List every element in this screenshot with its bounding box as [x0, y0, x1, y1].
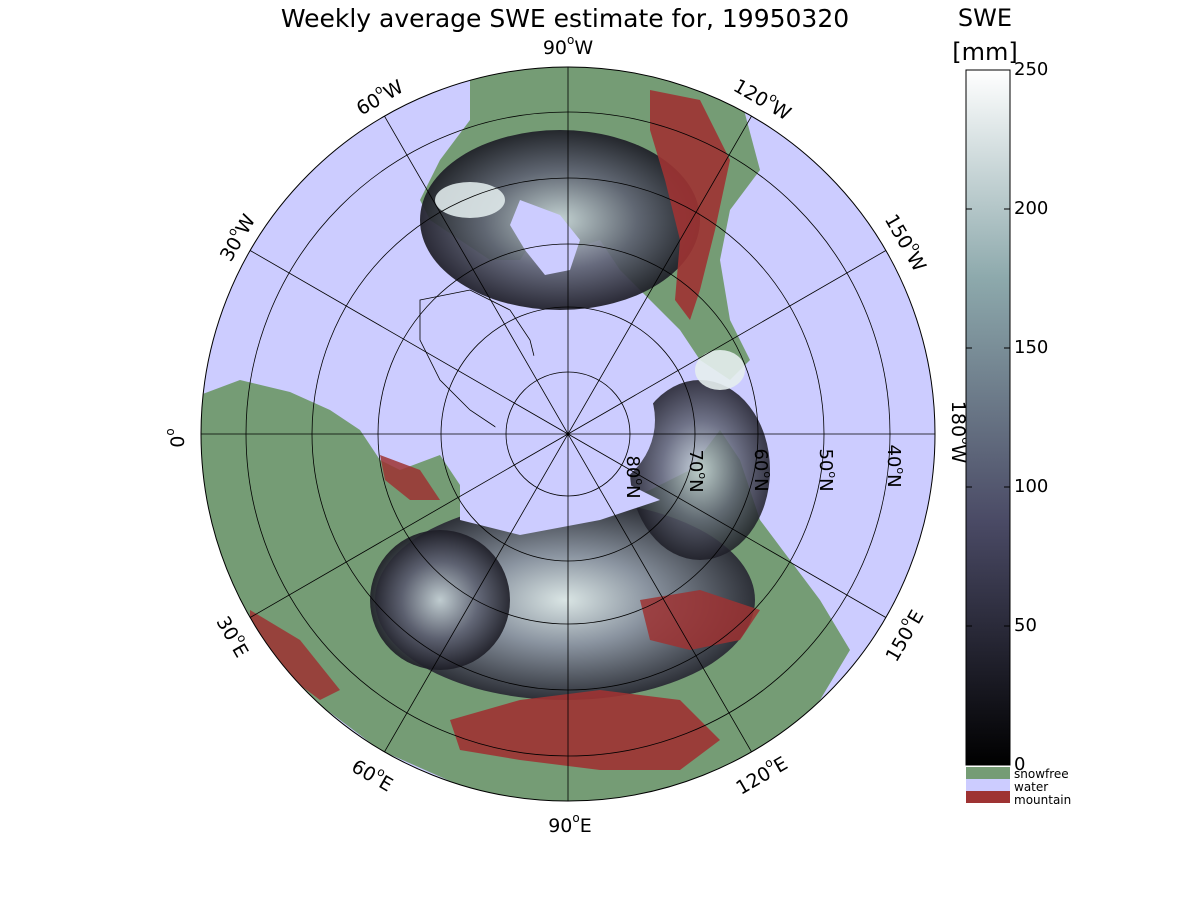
colorbar-tick-label: 0 — [1014, 754, 1025, 775]
swe-field-europe — [370, 530, 510, 670]
colorbar-title: SWE — [957, 4, 1013, 32]
mountain-scandinavia — [380, 455, 440, 500]
meridian-line — [249, 250, 887, 618]
longitude-label: 60oE — [348, 752, 399, 796]
legend-swatch-snowfree — [966, 767, 1010, 779]
latitude-label: 60oN — [750, 448, 774, 491]
arctic-coast-water — [460, 470, 660, 535]
mountain-europe — [250, 610, 340, 700]
colorbar-tick-label: 250 — [1014, 59, 1048, 80]
colorbar-tick-label: 150 — [1014, 337, 1048, 358]
legend-label-snowfree: snowfree — [1014, 767, 1069, 781]
arctic-ocean-core — [495, 345, 655, 495]
colorbar-tick-label: 50 — [1014, 615, 1037, 636]
longitude-label: 0o — [163, 428, 189, 447]
latitude-label: 80oN — [622, 455, 646, 498]
legend-label-mountain: mountain — [1014, 793, 1072, 807]
figure-title: Weekly average SWE estimate for, 1995032… — [280, 4, 850, 33]
map-frame — [200, 66, 936, 802]
legend-swatch-water — [966, 779, 1010, 791]
hudson-bay — [510, 200, 580, 275]
longitude-label: 90oW — [543, 33, 594, 59]
mountain-central-asia — [450, 690, 720, 770]
longitude-grid — [201, 67, 935, 801]
swe-field-siberia-east — [630, 380, 770, 560]
colorbar — [965, 69, 1011, 766]
latitude-label: 70oN — [685, 449, 709, 492]
mountain-east-asia — [640, 590, 760, 650]
swe-bright-spot — [435, 182, 505, 218]
colorbar-unit: [mm] — [952, 38, 1018, 66]
colorbar-tick-label: 100 — [1014, 476, 1048, 497]
latitude-label: 40oN — [883, 444, 907, 487]
legend-label-water: water — [1014, 780, 1049, 794]
swe-bright-spot — [695, 350, 745, 390]
legend-swatch-mountain — [966, 791, 1010, 803]
colorbar-tick-label: 200 — [1014, 198, 1048, 219]
mountain-rockies — [650, 90, 730, 320]
longitude-label: 90oE — [548, 811, 592, 837]
longitude-label: 30oE — [212, 610, 256, 661]
latitude-label: 50oN — [815, 448, 839, 491]
